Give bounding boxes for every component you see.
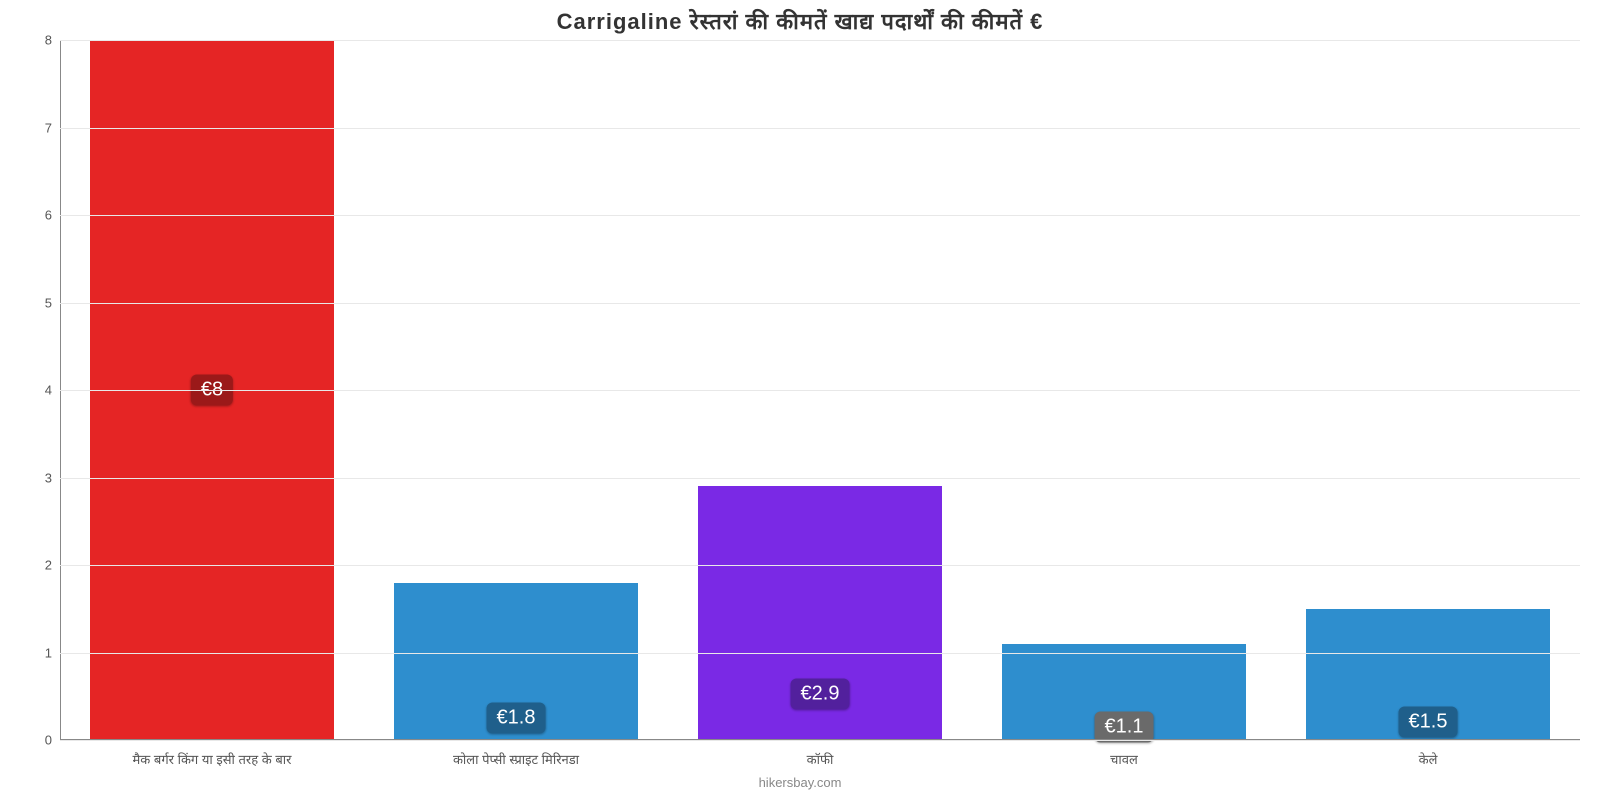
y-tick-label: 2 — [45, 558, 52, 573]
y-tick-label: 0 — [45, 733, 52, 748]
gridline — [60, 478, 1580, 479]
y-tick-label: 7 — [45, 120, 52, 135]
x-tick-label: मैक बर्गर किंग या इसी तरह के बार — [60, 750, 364, 768]
bar: €1.8 — [394, 583, 637, 741]
bar: €1.5 — [1306, 609, 1549, 740]
price-chart: Carrigaline रेस्तरां की कीमतें खाद्य पदा… — [0, 0, 1600, 800]
plot-area: €8€1.8€2.9€1.1€1.5 012345678 — [60, 40, 1580, 740]
y-tick-label: 4 — [45, 383, 52, 398]
gridline — [60, 40, 1580, 41]
y-tick-label: 5 — [45, 295, 52, 310]
value-badge: €2.9 — [791, 679, 850, 710]
gridline — [60, 128, 1580, 129]
x-tick-label: कॉफी — [668, 750, 972, 768]
y-tick-label: 8 — [45, 33, 52, 48]
x-tick-label: चावल — [972, 750, 1276, 768]
x-tick-label: केले — [1276, 750, 1580, 768]
value-badge: €1.8 — [487, 702, 546, 733]
gridline — [60, 653, 1580, 654]
gridline — [60, 565, 1580, 566]
x-axis-labels: मैक बर्गर किंग या इसी तरह के बारकोला पेप… — [60, 750, 1580, 768]
bar: €1.1 — [1002, 644, 1245, 740]
gridline — [60, 215, 1580, 216]
x-tick-label: कोला पेप्सी स्प्राइट मिरिनडा — [364, 750, 668, 768]
chart-title: Carrigaline रेस्तरां की कीमतें खाद्य पदा… — [0, 0, 1600, 36]
y-tick-label: 6 — [45, 208, 52, 223]
bar: €2.9 — [698, 486, 941, 740]
gridline — [60, 740, 1580, 741]
y-tick-label: 1 — [45, 645, 52, 660]
gridline — [60, 390, 1580, 391]
y-tick-label: 3 — [45, 470, 52, 485]
value-badge: €1.1 — [1095, 711, 1154, 742]
credit-text: hikersbay.com — [0, 775, 1600, 790]
gridline — [60, 303, 1580, 304]
value-badge: €1.5 — [1399, 706, 1458, 737]
